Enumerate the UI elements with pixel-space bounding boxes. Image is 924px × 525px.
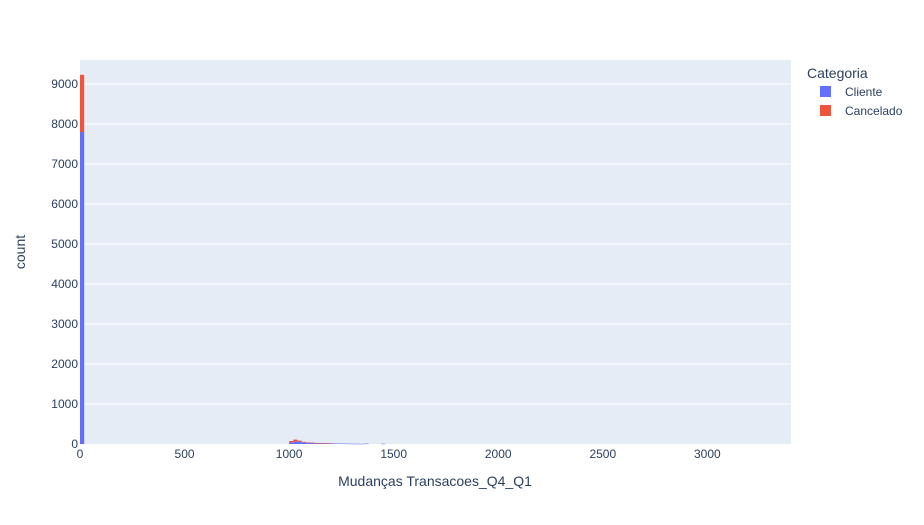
- bar-cancelado: [289, 441, 294, 443]
- legend-swatch-cancelado: [820, 105, 831, 116]
- legend-item-cliente[interactable]: Cliente: [820, 85, 883, 99]
- bar-cliente: [347, 443, 352, 445]
- y-axis-title: count: [12, 235, 28, 269]
- legend-label-cliente: Cliente: [845, 85, 883, 99]
- y-axis-ticks: 0 1000 2000 3000 4000 5000 6000 7000 8000 9000: [51, 77, 78, 451]
- legend-label-cancelado: Cancelado: [845, 104, 903, 118]
- legend-title: Categoria: [807, 65, 868, 81]
- bar-cliente: [360, 443, 365, 445]
- y-tick-label: 4000: [51, 277, 78, 291]
- bar-cliente: [364, 443, 369, 445]
- bar-cliente: [297, 441, 302, 444]
- bar-cliente: [305, 442, 311, 444]
- x-tick-label: 2000: [485, 447, 512, 461]
- bar-cancelado: [293, 439, 298, 442]
- y-tick-label: 7000: [51, 157, 78, 171]
- bar-cliente: [356, 443, 361, 445]
- bar-cliente: [351, 443, 357, 445]
- x-tick-label: 1500: [380, 447, 407, 461]
- y-tick-label: 1000: [51, 397, 78, 411]
- bar-cliente: [339, 443, 344, 445]
- legend-swatch-cliente: [820, 86, 831, 97]
- bar-cancelado: [80, 74, 85, 132]
- bar-cliente: [310, 442, 315, 444]
- bars: [80, 74, 386, 445]
- y-tick-label: 8000: [51, 117, 78, 131]
- y-tick-label: 2000: [51, 357, 78, 371]
- bar-cancelado: [318, 443, 323, 444]
- y-tick-label: 5000: [51, 237, 78, 251]
- legend: Categoria Cliente Cancelado: [807, 65, 903, 118]
- bar-cliente: [330, 443, 336, 444]
- y-tick-label: 3000: [51, 317, 78, 331]
- y-tick-label: 9000: [51, 77, 78, 91]
- bar-cliente: [293, 441, 298, 444]
- x-tick-label: 3000: [694, 447, 721, 461]
- gridlines: [80, 83, 791, 405]
- x-tick-label: 2500: [589, 447, 616, 461]
- bar-cliente: [301, 442, 306, 444]
- x-tick-label: 0: [77, 447, 84, 461]
- bar-cliente: [314, 443, 319, 444]
- legend-item-cancelado[interactable]: Cancelado: [820, 104, 903, 118]
- bar-cliente: [335, 443, 340, 444]
- bar-cliente: [381, 443, 386, 445]
- bar-cancelado: [322, 443, 327, 444]
- bar-cliente: [80, 132, 85, 444]
- y-tick-label: 6000: [51, 197, 78, 211]
- y-tick-label: 0: [71, 437, 78, 451]
- x-tick-label: 500: [175, 447, 195, 461]
- bar-cancelado: [301, 441, 306, 443]
- plot-background: [80, 60, 791, 444]
- bar-cancelado: [326, 443, 331, 444]
- bar-cliente: [289, 442, 294, 444]
- x-axis-ticks: 0 500 1000 1500 2000 2500 3000: [77, 447, 721, 461]
- bar-cancelado: [305, 442, 311, 443]
- bar-cancelado: [297, 440, 302, 442]
- bar-cancelado: [314, 442, 319, 444]
- bar-cancelado: [310, 442, 315, 444]
- x-axis-title: Mudanças Transacoes_Q4_Q1: [338, 473, 532, 489]
- x-tick-label: 1000: [276, 447, 303, 461]
- bar-cliente: [343, 443, 348, 445]
